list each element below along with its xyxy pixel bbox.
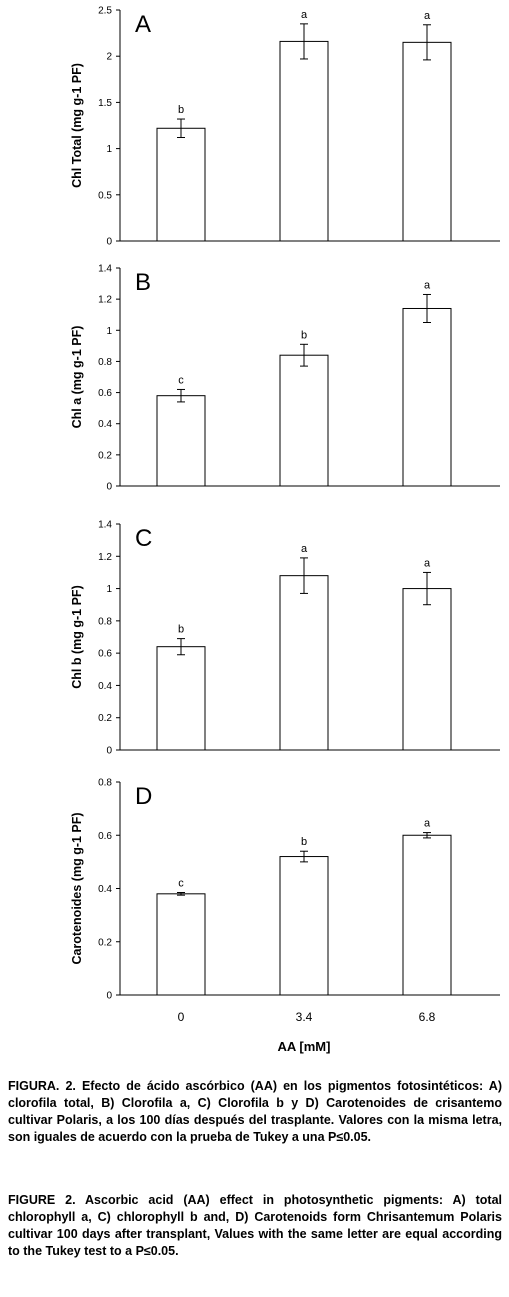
x-tick-label: 3.4 xyxy=(296,1010,313,1024)
panel-letter: B xyxy=(135,269,151,296)
chart-panel-a: 0 0.5 1 1.5 2 2.5 Chl Total (mg g-1 PF) Ab a a xyxy=(70,6,500,248)
significance-letter: b xyxy=(301,836,307,848)
bar-6.8 xyxy=(402,834,452,996)
y-axis-label: Chl Total (mg g-1 PF) xyxy=(70,63,84,188)
y-tick-label: 0.6 xyxy=(98,649,112,660)
bar-0 xyxy=(156,893,206,996)
y-tick-label: 0 xyxy=(106,237,112,248)
bar-3.4 xyxy=(279,40,329,242)
y-axis-label: Chl a (mg g-1 PF) xyxy=(70,326,84,429)
y-tick-label: 0.6 xyxy=(98,831,112,842)
x-tick-label: 0 xyxy=(178,1010,185,1024)
y-tick-label: 0.8 xyxy=(98,616,112,627)
significance-letter: a xyxy=(301,543,308,555)
y-tick-label: 0.4 xyxy=(98,681,112,692)
x-tick-label: 6.8 xyxy=(419,1010,436,1024)
significance-letter: b xyxy=(301,329,307,341)
bar-chart-figure: 0 0.5 1 1.5 2 2.5 Chl Total (mg g-1 PF) Ab a a 0 0.… xyxy=(70,6,500,1054)
y-tick-label: 0 xyxy=(106,746,112,757)
y-tick-label: 1.2 xyxy=(98,552,112,563)
y-tick-label: 0.4 xyxy=(98,419,112,430)
significance-letter: b xyxy=(178,624,184,636)
figure-caption-english: FIGURE 2. Ascorbic acid (AA) effect in p… xyxy=(8,1192,502,1260)
y-tick-label: 1.2 xyxy=(98,295,112,306)
chart-panel-d: 0 0.2 0.4 0.6 0.8 Carotenoides (mg g-1 PF) Dc b… xyxy=(70,778,500,1054)
figure-caption-spanish: FIGURA. 2. Efecto de ácido ascórbico (AA… xyxy=(8,1078,502,1146)
panel-letter: D xyxy=(135,783,152,810)
y-tick-label: 0.4 xyxy=(98,884,112,895)
bar-0 xyxy=(156,127,206,242)
y-tick-label: 0 xyxy=(106,482,112,493)
caption-label-english: FIGURE 2. xyxy=(8,1193,76,1207)
y-tick-label: 0.2 xyxy=(98,450,112,461)
bar-6.8 xyxy=(402,41,452,242)
y-tick-label: 2.5 xyxy=(98,6,112,17)
significance-letter: a xyxy=(424,279,431,291)
bar-3.4 xyxy=(279,856,329,996)
significance-letter: a xyxy=(301,9,308,21)
bar-6.8 xyxy=(402,588,452,751)
bar-6.8 xyxy=(402,307,452,487)
y-tick-label: 1.4 xyxy=(98,264,112,275)
y-tick-label: 0.5 xyxy=(98,190,112,201)
chart-panel-b: 0 0.2 0.4 0.6 0.8 1 1.2 1.4 Chl a (mg g-1 PF) Bc b… xyxy=(70,264,500,493)
significance-letter: c xyxy=(178,877,184,889)
caption-text-english: Ascorbic acid (AA) effect in photosynthe… xyxy=(8,1193,502,1258)
y-tick-label: 0.2 xyxy=(98,937,112,948)
significance-letter: a xyxy=(424,818,431,830)
significance-letter: a xyxy=(424,557,431,569)
caption-text-spanish: Efecto de ácido ascórbico (AA) en los pi… xyxy=(8,1079,502,1144)
y-tick-label: 0.8 xyxy=(98,778,112,789)
y-tick-label: 2 xyxy=(106,52,112,63)
significance-letter: a xyxy=(424,10,431,22)
chart-panel-c: 0 0.2 0.4 0.6 0.8 1 1.2 1.4 Chl b (mg g-1 PF) Cb a… xyxy=(70,520,500,757)
y-tick-label: 1.5 xyxy=(98,98,112,109)
y-tick-label: 1 xyxy=(106,326,112,337)
bar-0 xyxy=(156,395,206,487)
caption-label-spanish: FIGURA. 2. xyxy=(8,1079,76,1093)
y-tick-label: 0.2 xyxy=(98,713,112,724)
y-tick-label: 0 xyxy=(106,991,112,1002)
y-axis-label: Carotenoides (mg g-1 PF) xyxy=(70,812,84,964)
y-tick-label: 0.8 xyxy=(98,357,112,368)
bar-3.4 xyxy=(279,354,329,487)
y-tick-label: 0.6 xyxy=(98,388,112,399)
significance-letter: b xyxy=(178,104,184,116)
bar-3.4 xyxy=(279,575,329,751)
y-tick-label: 1 xyxy=(106,584,112,595)
x-axis-label: AA [mM] xyxy=(278,1039,331,1054)
y-tick-label: 1.4 xyxy=(98,520,112,531)
panel-letter: A xyxy=(135,11,151,38)
y-axis-label: Chl b (mg g-1 PF) xyxy=(70,585,84,688)
bar-0 xyxy=(156,646,206,751)
significance-letter: c xyxy=(178,374,184,386)
panel-letter: C xyxy=(135,525,152,552)
y-tick-label: 1 xyxy=(106,144,112,155)
